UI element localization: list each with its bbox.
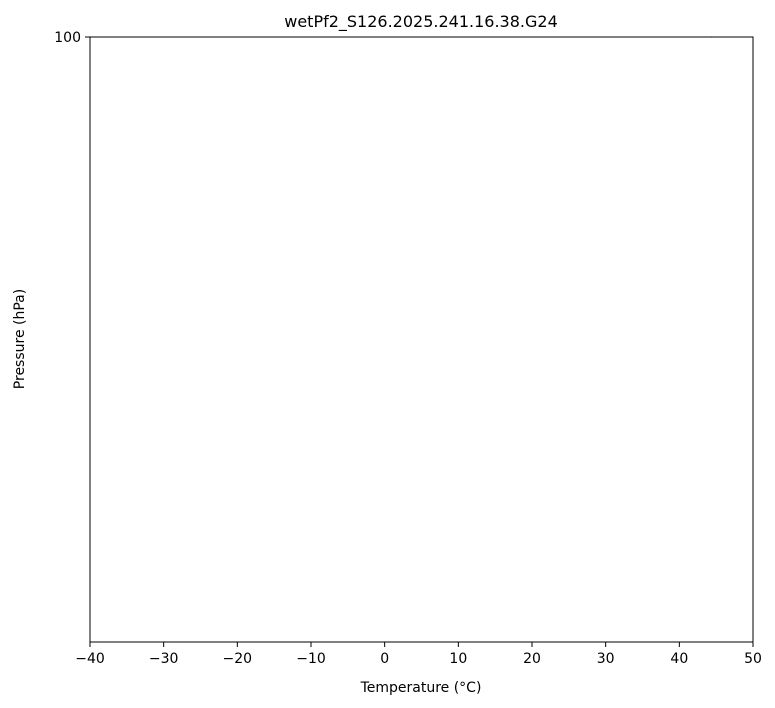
dry-adiabat-line — [0, 0, 189, 37]
moist-adiabat-line — [531, 0, 719, 24]
isotherm-line — [606, 0, 775, 37]
chart-title: wetPf2_S126.2025.241.16.38.G24 — [284, 12, 558, 32]
x-tick-label: −40 — [75, 651, 105, 667]
x-tick-label: 20 — [523, 651, 541, 667]
x-tick-label: −10 — [296, 651, 326, 667]
x-axis-label: Temperature (°C) — [360, 680, 482, 696]
moist-adiabat-line — [0, 0, 289, 24]
isotherm-line — [0, 0, 53, 37]
isotherm-line — [199, 37, 201, 38]
x-tick-label: −30 — [149, 651, 179, 667]
y-tick-label: 100 — [54, 30, 81, 46]
moist-adiabat-line — [0, 0, 260, 24]
isotherm-line — [532, 0, 775, 37]
x-tick-label: 10 — [449, 651, 467, 667]
x-tick-label: 0 — [380, 651, 389, 667]
y-axis-label: Pressure (hPa) — [12, 289, 28, 389]
x-tick-label: 40 — [670, 651, 688, 667]
plot-frame — [89, 36, 754, 643]
x-tick-label: 50 — [744, 651, 762, 667]
axis-ticks: −40−30−20−100102030405010009008007006005… — [54, 30, 762, 667]
dry-adiabat-line — [0, 0, 39, 37]
moist-adiabat-line — [0, 0, 318, 24]
dry-adiabat-line — [0, 0, 264, 37]
isotherm-line — [753, 0, 775, 37]
x-tick-label: 30 — [597, 651, 615, 667]
x-tick-label: −20 — [223, 651, 253, 667]
isotherm-line — [679, 0, 775, 37]
